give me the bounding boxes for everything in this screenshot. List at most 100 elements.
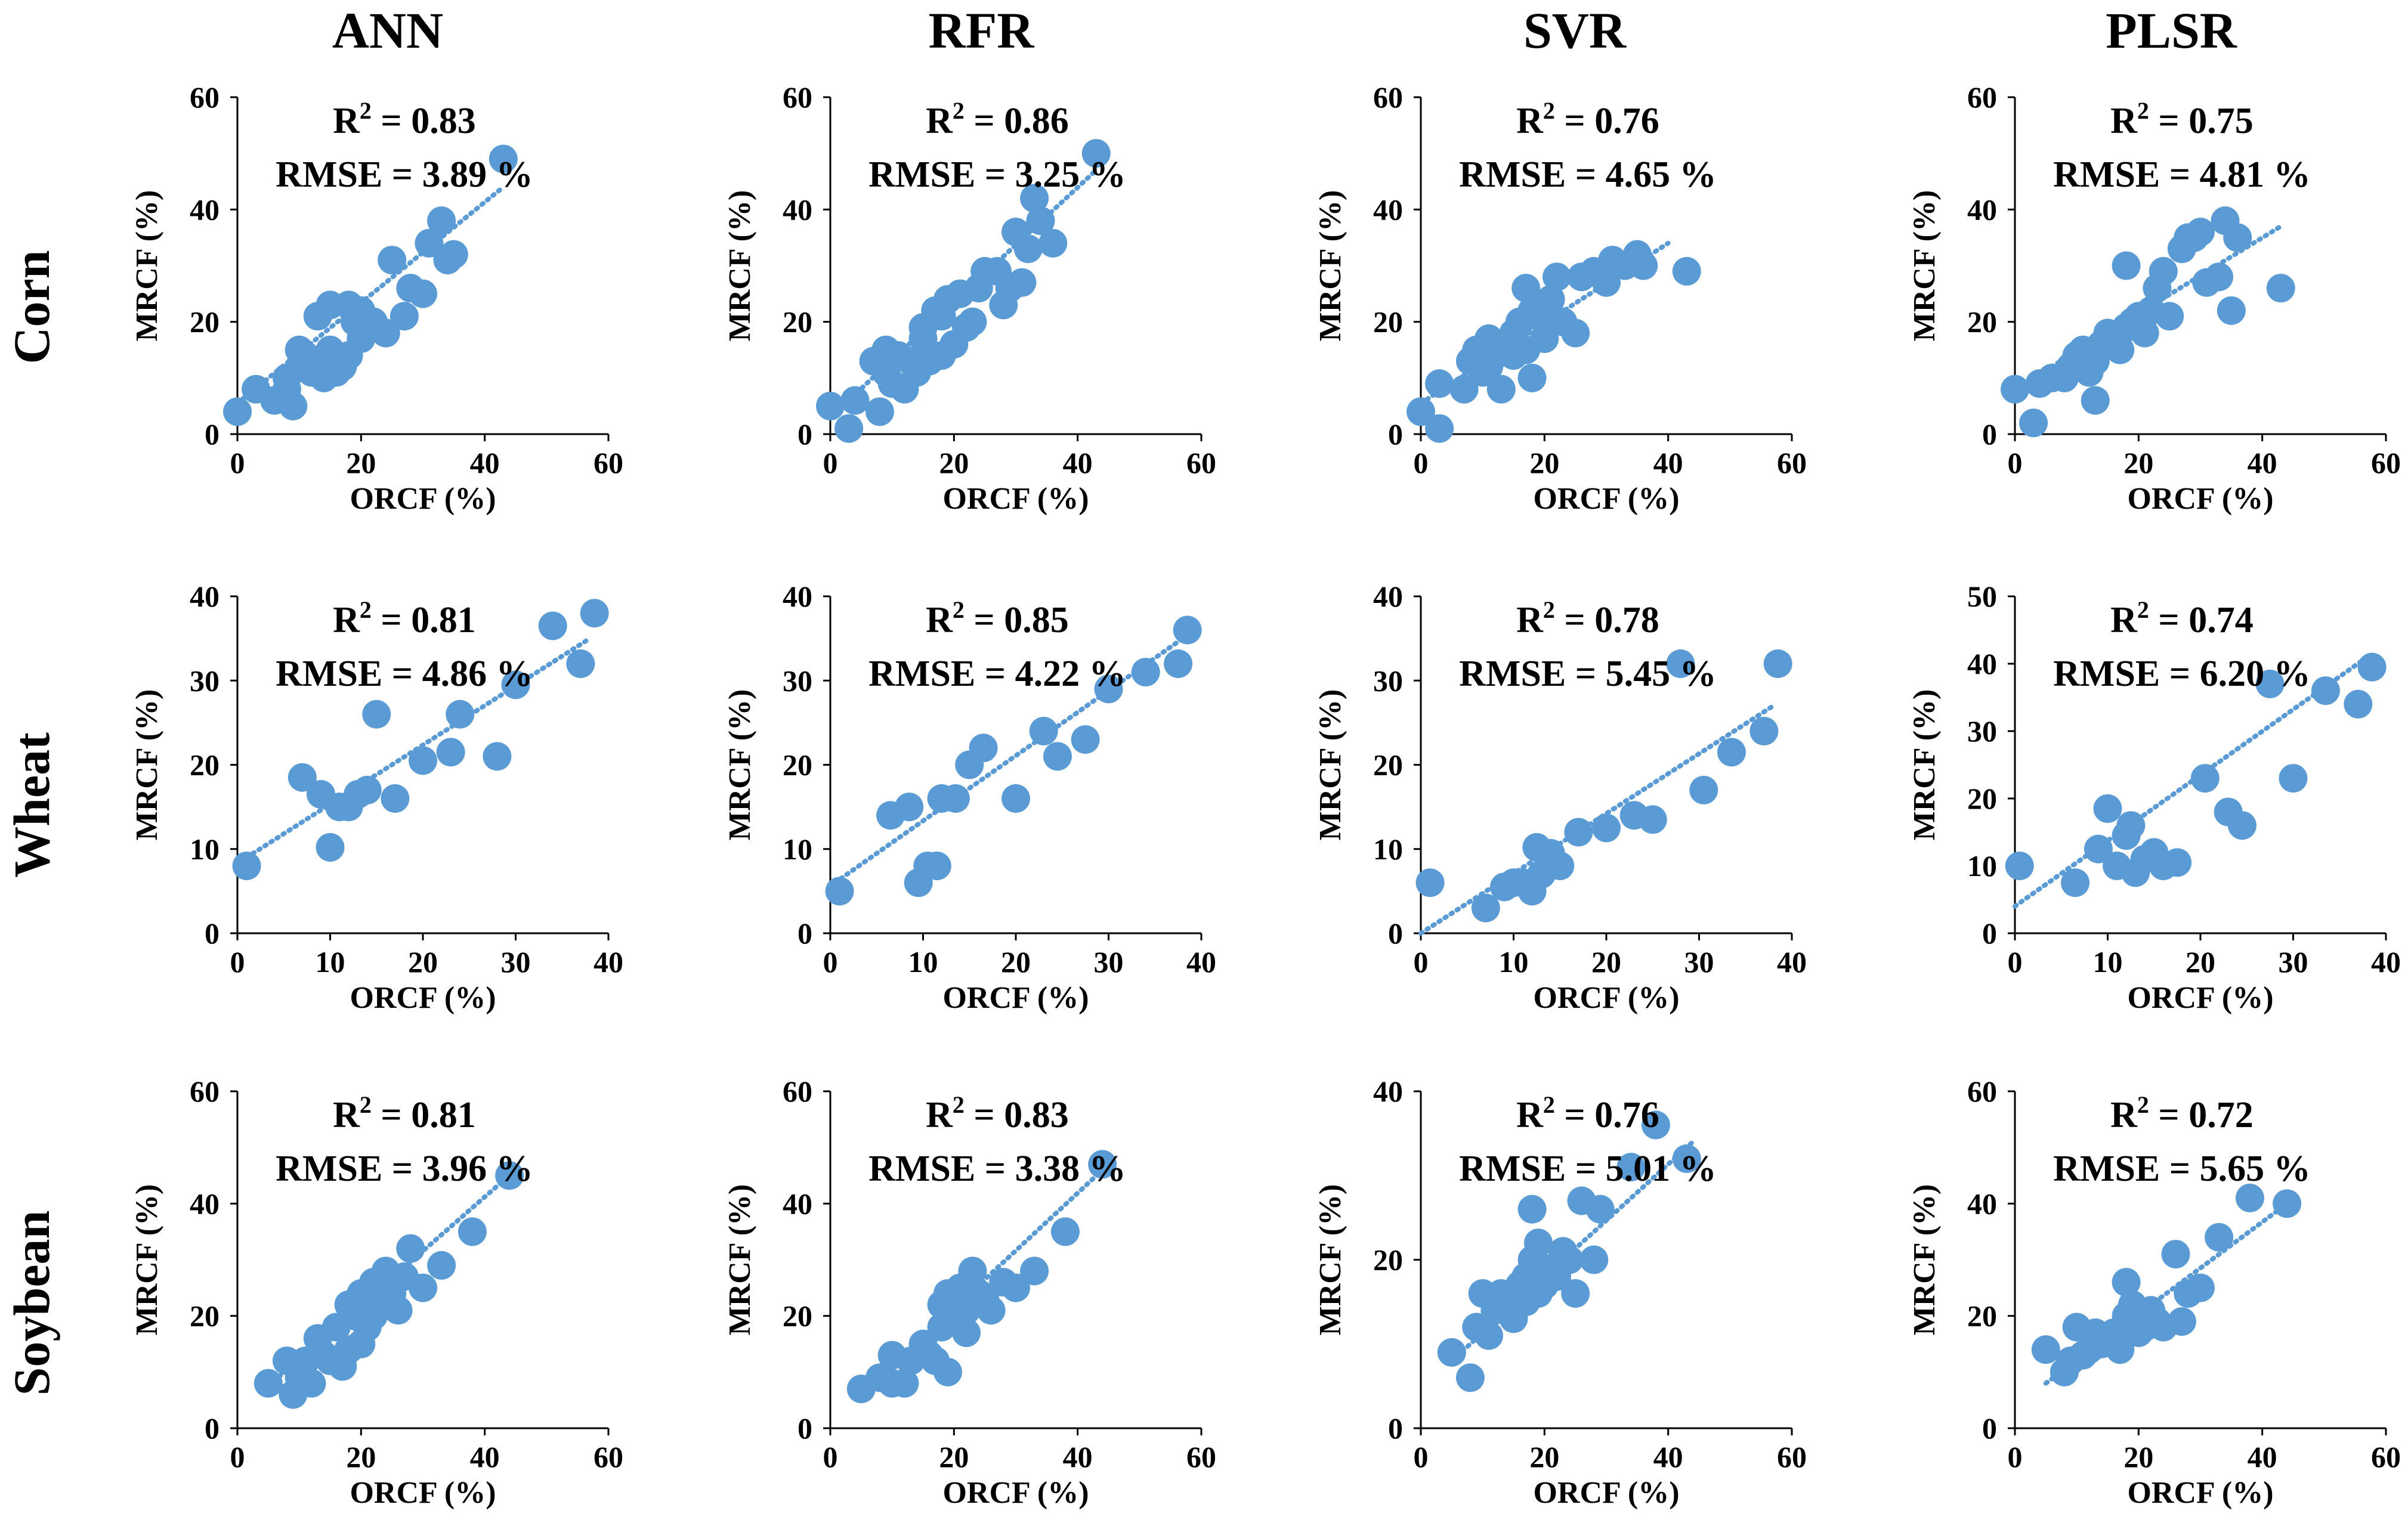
x-axis-label: ORCF (%) — [350, 1476, 496, 1510]
data-point — [969, 733, 998, 763]
x-tick-label: 20 — [1529, 1440, 1559, 1474]
data-point — [1001, 1273, 1030, 1302]
x-tick-label: 40 — [1186, 945, 1216, 979]
y-tick-label: 20 — [783, 305, 812, 339]
data-point — [1088, 1150, 1117, 1179]
y-axis-label: MRCF (%) — [1313, 1184, 1347, 1336]
x-tick-label: 30 — [501, 945, 531, 979]
data-point — [427, 1251, 456, 1280]
y-tick-label: 60 — [190, 81, 220, 114]
data-point — [2205, 1222, 2234, 1252]
y-tick-label: 40 — [1967, 193, 1997, 226]
data-point — [2190, 764, 2220, 793]
y-tick-label: 40 — [190, 580, 220, 613]
data-point — [976, 1296, 1006, 1325]
y-tick-label: 20 — [1373, 748, 1403, 782]
x-tick-label: 10 — [316, 945, 345, 979]
y-axis-label: MRCF (%) — [723, 190, 757, 342]
data-point — [2235, 1183, 2264, 1212]
data-point — [895, 793, 924, 822]
data-point — [396, 1234, 425, 1263]
data-point — [446, 699, 475, 729]
y-tick-label: 40 — [783, 580, 812, 613]
x-axis-label: ORCF (%) — [2127, 482, 2273, 516]
data-point — [378, 246, 407, 275]
data-point — [1071, 725, 1100, 754]
rmse-label: RMSE = 4.81 % — [2053, 154, 2310, 195]
data-point — [1763, 649, 1792, 678]
r-squared-exponent: 2 — [1543, 1091, 1555, 1118]
data-point — [1579, 1245, 1609, 1274]
x-tick-label: 60 — [594, 1440, 623, 1474]
data-point — [279, 391, 308, 420]
r-squared-exponent: 2 — [2137, 97, 2149, 124]
r-squared-label: R2 = 0.83 — [926, 1091, 1069, 1135]
y-tick-label: 20 — [1373, 305, 1403, 339]
data-point — [1415, 868, 1445, 897]
data-point — [1511, 274, 1541, 303]
data-point — [2155, 302, 2184, 331]
row-title-soybean: Soybean — [3, 1211, 60, 1396]
r-squared-label: R2 = 0.75 — [2110, 97, 2254, 141]
y-tick-label: 40 — [1373, 193, 1403, 226]
r-squared-value: = 0.78 — [1555, 600, 1659, 640]
data-point — [2161, 1240, 2190, 1269]
r-squared-exponent: 2 — [360, 97, 372, 124]
data-point — [2311, 676, 2340, 705]
x-tick-label: 40 — [470, 1440, 500, 1474]
data-point — [483, 742, 512, 771]
data-point — [1081, 139, 1111, 168]
r-squared-label: R2 = 0.85 — [926, 596, 1069, 640]
y-tick-label: 40 — [783, 193, 812, 226]
panel-wheat-plsr: 0 10 20 30 40 0 10 20 30 40 50 ORCF (%) MRCF (%) R2 =… — [1908, 580, 2401, 1015]
x-tick-label: 60 — [1777, 446, 1807, 479]
data-point — [1561, 318, 1590, 348]
x-tick-label: 0 — [1414, 446, 1429, 479]
data-point — [223, 397, 252, 426]
y-tick-label: 20 — [783, 748, 812, 782]
r-squared-value: = 0.81 — [372, 1095, 476, 1135]
x-tick-label: 0 — [230, 945, 245, 979]
x-tick-label: 20 — [2186, 945, 2215, 979]
rmse-label: RMSE = 4.65 % — [1459, 154, 1716, 195]
data-point — [1530, 324, 1559, 353]
x-axis-label: ORCF (%) — [2127, 1476, 2273, 1510]
data-point — [2205, 262, 2234, 292]
data-point — [1038, 228, 1068, 258]
x-tick-label: 20 — [2123, 1440, 2153, 1474]
x-tick-label: 60 — [1777, 1440, 1807, 1474]
y-tick-label: 30 — [1967, 714, 1997, 748]
data-point — [840, 386, 870, 415]
data-point — [922, 852, 951, 880]
r-squared-r: R — [2110, 101, 2138, 141]
data-point — [1545, 852, 1575, 880]
data-point — [2163, 848, 2192, 877]
y-tick-label: 0 — [205, 1412, 220, 1445]
y-tick-label: 40 — [1967, 647, 1997, 680]
x-tick-label: 30 — [1684, 945, 1714, 979]
x-tick-label: 10 — [2093, 945, 2123, 979]
x-tick-label: 0 — [1414, 945, 1429, 979]
r-squared-exponent: 2 — [953, 596, 965, 623]
data-point — [353, 775, 382, 804]
data-point — [816, 391, 845, 420]
data-point — [1536, 285, 1565, 314]
data-point — [2273, 1189, 2302, 1218]
data-point — [2149, 256, 2178, 286]
data-point — [384, 1296, 413, 1325]
r-squared-r: R — [2110, 600, 2138, 640]
rmse-label: RMSE = 5.45 % — [1459, 654, 1716, 694]
r-squared-label: R2 = 0.81 — [333, 596, 476, 640]
data-point — [580, 599, 609, 628]
data-point — [1001, 784, 1030, 813]
data-point — [415, 228, 444, 258]
r-squared-r: R — [2110, 1095, 2138, 1135]
r-squared-value: = 0.75 — [2149, 101, 2254, 141]
x-tick-label: 0 — [823, 446, 838, 479]
y-tick-label: 10 — [190, 832, 220, 866]
x-tick-label: 60 — [2371, 1440, 2401, 1474]
x-axis-label: ORCF (%) — [1533, 981, 1679, 1015]
data-point — [2357, 652, 2387, 682]
rmse-label: RMSE = 5.01 % — [1459, 1149, 1716, 1189]
